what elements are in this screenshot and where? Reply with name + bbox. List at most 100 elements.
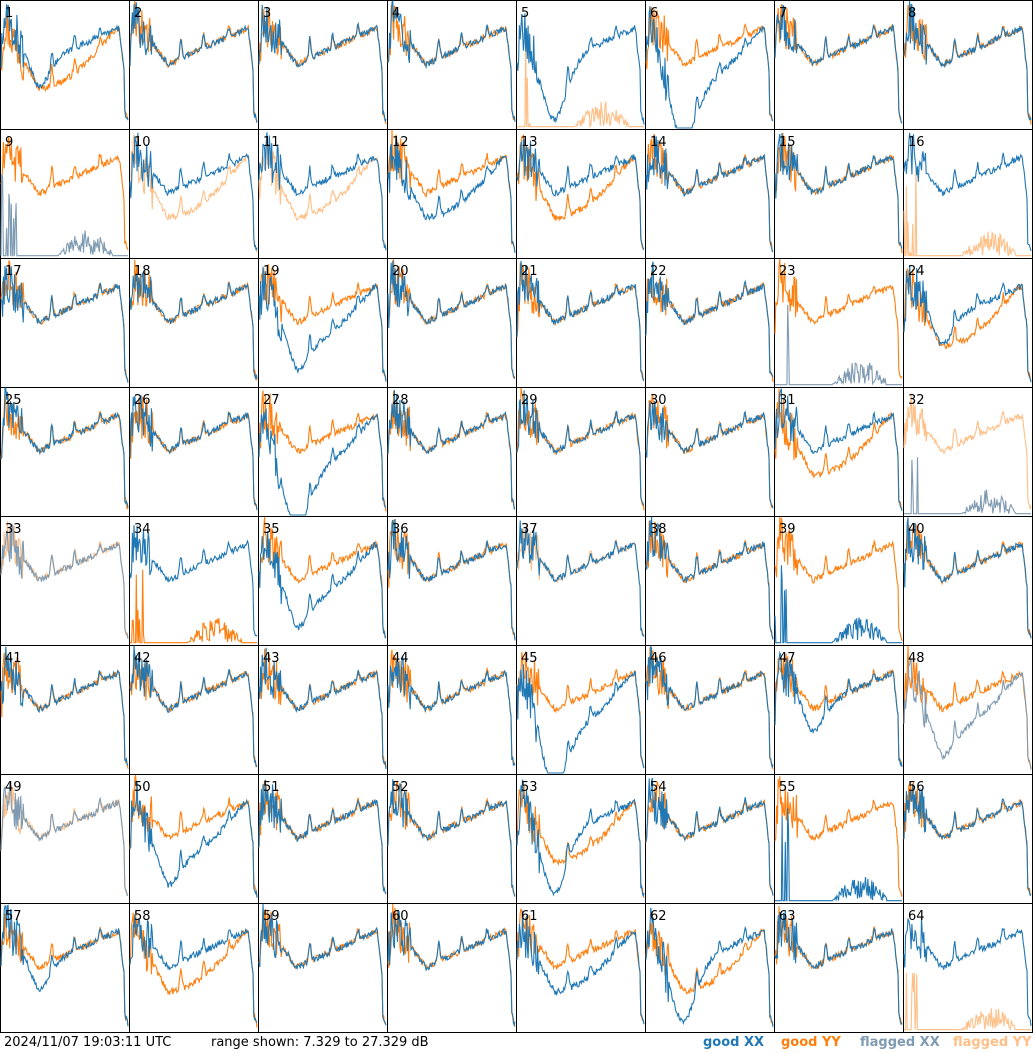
panel-31: 31: [774, 387, 904, 517]
series-yy-37: [516, 523, 645, 636]
series-yy-32: [903, 393, 1032, 510]
panel-label-17: 17: [5, 264, 22, 279]
series-yy-27: [258, 390, 387, 512]
series-xx-13: [516, 138, 645, 250]
panel-label-63: 63: [779, 909, 796, 924]
panel-51: 51: [258, 774, 388, 904]
panel-label-58: 58: [134, 909, 151, 924]
series-xx-32: [904, 457, 1031, 515]
panel-18: 18: [129, 258, 259, 388]
panel-frame: [645, 645, 775, 775]
series-yy-41: [0, 652, 129, 769]
panel-19: 19: [258, 258, 388, 388]
panel-frame: [387, 129, 517, 259]
panel-frame: [645, 129, 775, 259]
series-yy-9: [0, 136, 129, 251]
series-xx-7: [774, 4, 903, 124]
panel-label-32: 32: [908, 393, 925, 408]
series-xx-35: [258, 531, 387, 639]
panel-27: 27: [258, 387, 388, 517]
panel-52: 52: [387, 774, 517, 904]
panel-label-43: 43: [263, 651, 280, 666]
panel-43: 43: [258, 645, 388, 775]
panel-label-13: 13: [521, 135, 538, 150]
panel-45: 45: [516, 645, 646, 775]
panel-6: 6: [645, 0, 775, 130]
series-xx-63: [774, 910, 903, 1026]
panel-60: 60: [387, 903, 517, 1033]
series-yy-62: [645, 912, 774, 1026]
series-yy-50: [129, 774, 258, 897]
series-yy-5: [517, 37, 644, 129]
series-xx-6: [645, 6, 774, 129]
panel-36: 36: [387, 516, 517, 646]
panel-label-27: 27: [263, 393, 280, 408]
panel-frame: [0, 774, 130, 904]
panel-49: 49: [0, 774, 130, 904]
series-xx-48: [903, 657, 1032, 770]
series-yy-23: [774, 258, 903, 379]
panel-12: 12: [387, 129, 517, 259]
panel-label-4: 4: [392, 6, 400, 21]
series-xx-59: [258, 903, 387, 1026]
panel-42: 42: [129, 645, 259, 775]
panel-frame: [516, 129, 646, 259]
series-xx-10: [129, 132, 258, 251]
panel-15: 15: [774, 129, 904, 259]
panel-32: 32: [903, 387, 1033, 517]
panel-label-25: 25: [5, 393, 22, 408]
series-xx-22: [645, 261, 774, 378]
series-yy-44: [387, 649, 516, 765]
panel-label-24: 24: [908, 264, 925, 279]
series-yy-1: [0, 12, 129, 119]
panel-frame: [774, 516, 904, 646]
series-yy-55: [774, 776, 903, 897]
series-yy-19: [258, 264, 387, 381]
panel-label-15: 15: [779, 135, 796, 150]
panel-frame: [903, 774, 1033, 904]
panel-label-51: 51: [263, 780, 280, 795]
series-xx-8: [903, 0, 1032, 121]
panel-3: 3: [258, 0, 388, 130]
series-xx-64: [903, 917, 1032, 1026]
panel-label-50: 50: [134, 780, 151, 795]
panel-21: 21: [516, 258, 646, 388]
series-xx-24: [903, 265, 1032, 383]
panel-59: 59: [258, 903, 388, 1033]
series-xx-18: [129, 269, 258, 380]
series-yy-16: [903, 169, 1031, 257]
legend-flagged-yy: flagged YY: [953, 1035, 1032, 1050]
series-xx-62: [645, 907, 774, 1027]
panel-label-54: 54: [650, 780, 667, 795]
panel-label-45: 45: [521, 651, 538, 666]
panel-2: 2: [129, 0, 259, 130]
panel-44: 44: [387, 645, 517, 775]
series-xx-9: [0, 174, 128, 257]
panel-17: 17: [0, 258, 130, 388]
panel-label-22: 22: [650, 264, 667, 279]
series-xx-28: [387, 390, 516, 510]
series-yy-35: [258, 516, 387, 639]
series-xx-49: [0, 781, 129, 897]
panel-25: 25: [0, 387, 130, 517]
panel-label-47: 47: [779, 651, 796, 666]
panel-34: 34: [129, 516, 259, 646]
panel-label-61: 61: [521, 909, 538, 924]
panel-33: 33: [0, 516, 130, 646]
panel-label-19: 19: [263, 264, 280, 279]
panel-frame: [258, 0, 388, 130]
panel-label-7: 7: [779, 6, 787, 21]
series-xx-23: [775, 304, 902, 386]
panel-frame: [903, 903, 1033, 1033]
panel-label-59: 59: [263, 909, 280, 924]
series-xx-36: [387, 518, 516, 641]
series-yy-29: [516, 387, 645, 511]
panel-64: 64: [903, 903, 1033, 1033]
panel-1: 1: [0, 0, 130, 130]
series-xx-58: [129, 914, 258, 1023]
panel-label-33: 33: [5, 522, 22, 537]
panel-label-6: 6: [650, 6, 658, 21]
series-xx-1: [0, 4, 129, 121]
panel-48: 48: [903, 645, 1033, 775]
